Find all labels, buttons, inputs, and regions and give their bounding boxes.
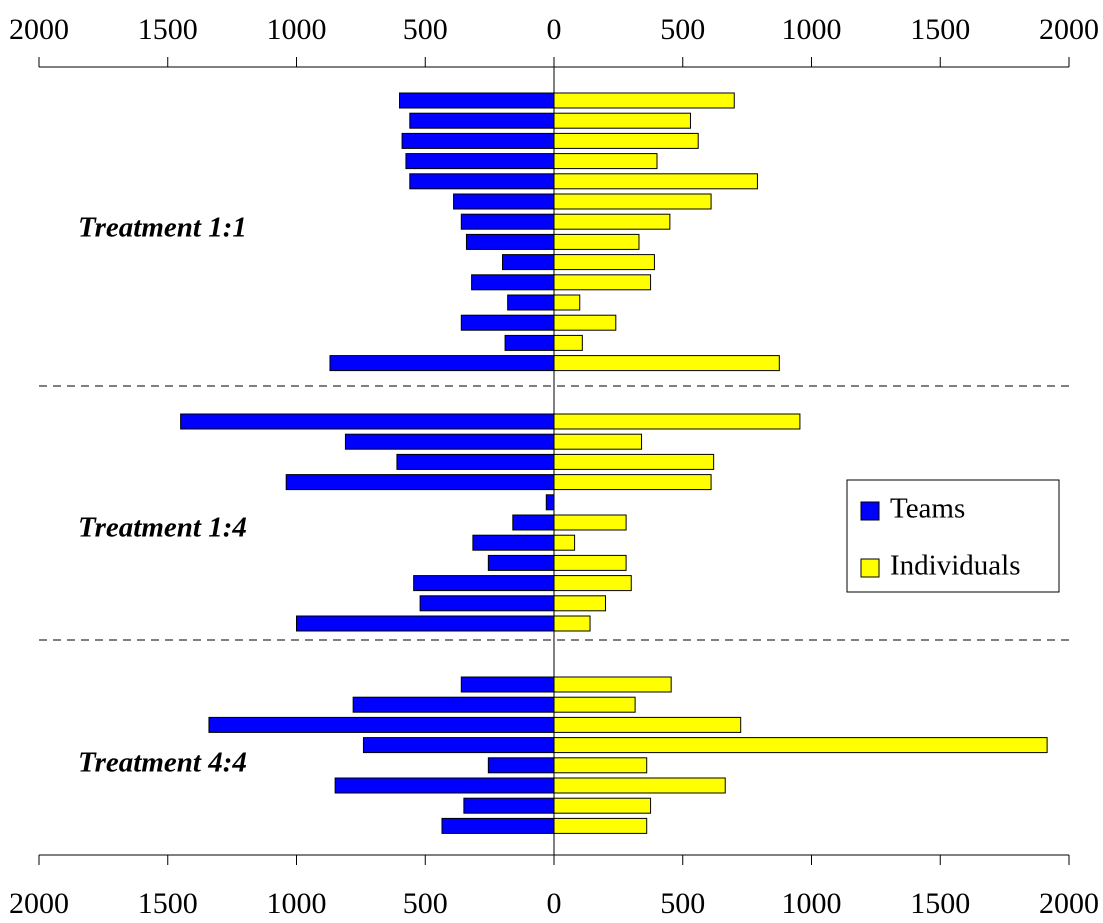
- teams-bar: [487, 554, 555, 571]
- teams-bar: [396, 453, 555, 470]
- treatment-label: Treatment 4:4: [78, 747, 247, 779]
- teams-bar: [409, 173, 555, 190]
- individuals-bar: [553, 233, 640, 250]
- individuals-bar: [553, 575, 632, 592]
- top-tick-label: 1500: [910, 13, 970, 46]
- individuals-bar: [553, 294, 581, 311]
- individuals-bar: [553, 213, 671, 230]
- individuals-bar: [553, 193, 712, 210]
- teams-bar: [507, 294, 555, 311]
- treatment-group: Treatment 1:1: [78, 92, 780, 372]
- bottom-tick-label: 1000: [267, 887, 327, 920]
- individuals-bar: [553, 676, 672, 693]
- teams-bar: [512, 514, 555, 531]
- individuals-bar: [553, 274, 652, 291]
- top-tick-label: 2000: [1039, 13, 1099, 46]
- individuals-bar: [553, 817, 648, 834]
- teams-bar: [460, 213, 555, 230]
- individuals-bar: [553, 474, 712, 491]
- individuals-bar: [553, 254, 655, 271]
- teams-bar: [362, 737, 555, 754]
- legend-label: Teams: [890, 493, 965, 525]
- individuals-bar: [553, 737, 1048, 754]
- legend-swatch: [860, 558, 880, 578]
- individuals-bar: [553, 433, 643, 450]
- individuals-bar: [553, 173, 758, 190]
- teams-bar: [334, 777, 555, 794]
- individuals-bar: [553, 716, 742, 733]
- treatment-groups: Treatment 1:1 Treatment 1:4 Treatment 4:4: [78, 92, 1048, 834]
- individuals-bar: [553, 554, 627, 571]
- individuals-bar: [553, 355, 780, 372]
- individuals-bar: [553, 453, 715, 470]
- teams-bar: [344, 433, 555, 450]
- teams-bar: [453, 193, 555, 210]
- legend-label: Individuals: [890, 550, 1021, 582]
- teams-bar: [487, 757, 555, 774]
- axes: 2000 1500 1000 500 0 500 1000 1500 2000 2000 1500 1…: [9, 13, 1099, 920]
- top-tick-label: 1000: [267, 13, 327, 46]
- individuals-bar: [553, 112, 691, 129]
- individuals-bar: [553, 132, 699, 149]
- individuals-bar: [553, 696, 636, 713]
- teams-bar: [472, 534, 555, 551]
- bottom-tick-label: 500: [660, 887, 705, 920]
- teams-bar: [441, 817, 555, 834]
- bottom-tick-label: 2000: [9, 887, 69, 920]
- teams-bar: [399, 92, 555, 109]
- bottom-tick-label: 0: [547, 887, 562, 920]
- individuals-bar: [553, 334, 583, 351]
- individuals-bar: [553, 534, 576, 551]
- teams-bar: [413, 575, 555, 592]
- individuals-bar: [553, 757, 648, 774]
- teams-bar: [545, 494, 555, 511]
- top-tick-label: 1000: [782, 13, 842, 46]
- teams-bar: [419, 595, 555, 612]
- teams-bar: [465, 233, 555, 250]
- individuals-bar: [553, 153, 658, 170]
- bottom-tick-label: 2000: [1039, 887, 1099, 920]
- individuals-bar: [553, 797, 652, 814]
- individuals-bar: [553, 777, 726, 794]
- treatment-group: Treatment 4:4: [78, 676, 1048, 834]
- individuals-bar: [553, 413, 801, 430]
- individuals-bar: [553, 615, 591, 632]
- bottom-tick-label: 500: [403, 887, 448, 920]
- teams-bar: [460, 314, 555, 331]
- teams-bar: [504, 334, 555, 351]
- bottom-tick-label: 1500: [138, 887, 198, 920]
- teams-bar: [329, 355, 555, 372]
- teams-bar: [463, 797, 555, 814]
- teams-bar: [405, 153, 555, 170]
- top-tick-label: 1500: [138, 13, 198, 46]
- bottom-tick-label: 1500: [910, 887, 970, 920]
- treatment-label: Treatment 1:1: [78, 212, 247, 244]
- top-tick-label: 500: [403, 13, 448, 46]
- individuals-bar: [553, 92, 735, 109]
- legend-swatch: [860, 501, 880, 521]
- top-tick-label: 2000: [9, 13, 69, 46]
- teams-bar: [208, 716, 555, 733]
- top-tick-label: 0: [547, 13, 562, 46]
- teams-bar: [352, 696, 555, 713]
- legend: Teams Individuals: [846, 479, 1060, 593]
- treatment-group: Treatment 1:4: [78, 413, 801, 632]
- bottom-tick-label: 1000: [782, 887, 842, 920]
- teams-bar: [180, 413, 555, 430]
- treatment-label: Treatment 1:4: [78, 512, 247, 544]
- teams-bar: [296, 615, 555, 632]
- individuals-bar: [553, 514, 627, 531]
- teams-bar: [502, 254, 555, 271]
- teams-bar: [409, 112, 555, 129]
- individuals-bar: [553, 595, 606, 612]
- top-tick-label: 500: [660, 13, 705, 46]
- legend-box: [846, 479, 1060, 593]
- individuals-bar: [553, 314, 617, 331]
- teams-bar: [285, 474, 555, 491]
- teams-bar: [401, 132, 555, 149]
- teams-bar: [460, 676, 555, 693]
- teams-bar: [471, 274, 555, 291]
